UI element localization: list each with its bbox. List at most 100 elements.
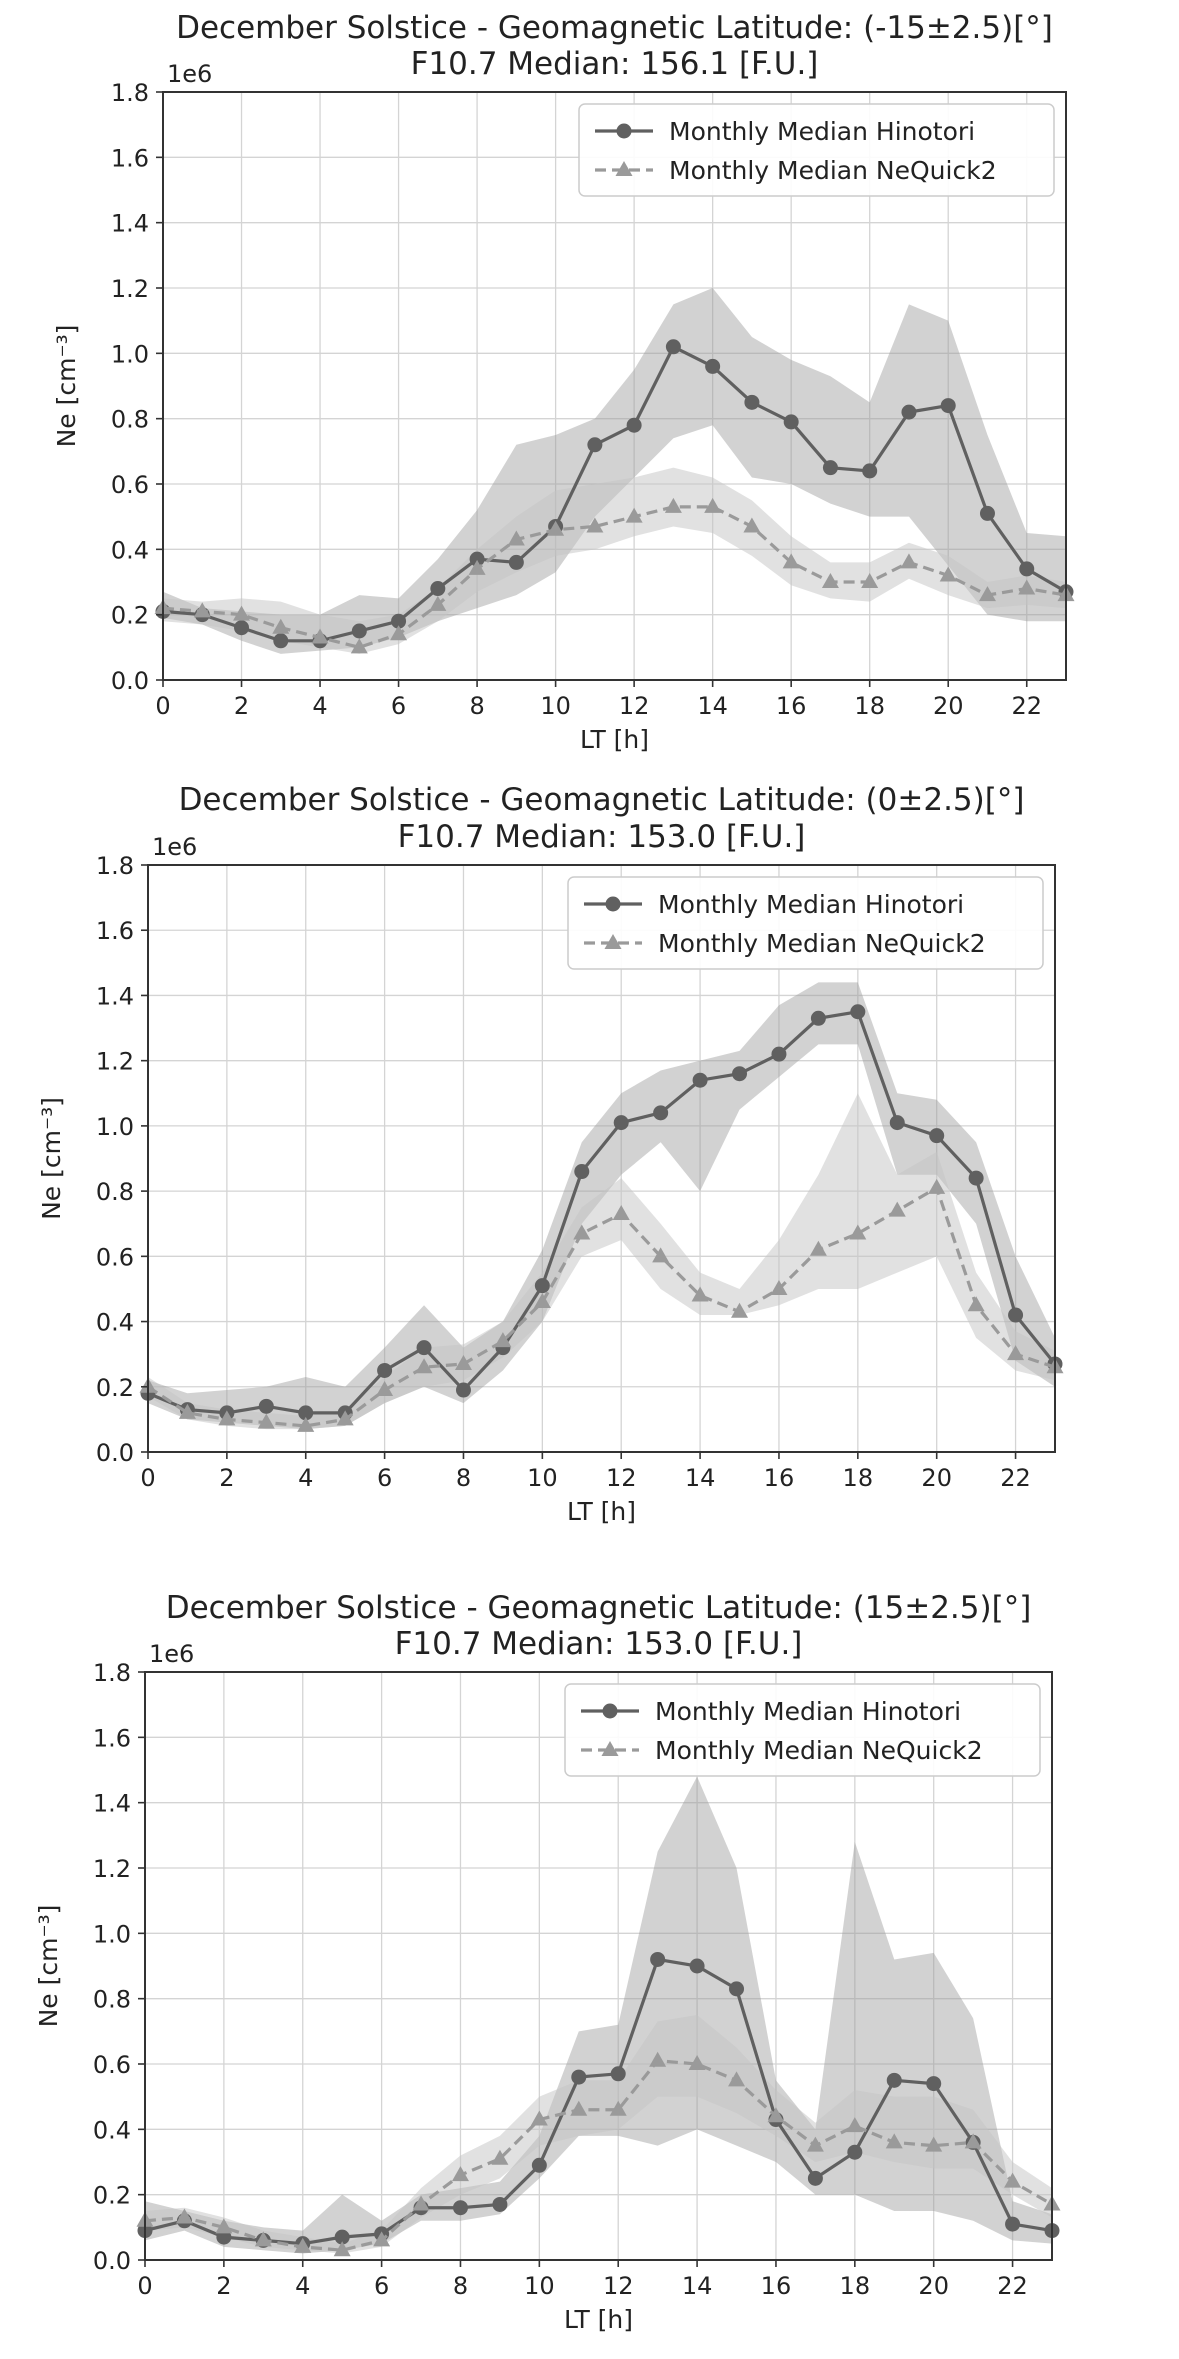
y-tick-label: 1.0 [93, 1920, 131, 1948]
y-tick-label: 1.4 [96, 982, 134, 1010]
chart-panel-2: December Solstice - Geomagnetic Latitude… [37, 782, 1064, 1526]
data-point-nequick2 [1004, 2172, 1022, 2188]
x-tick-label: 20 [918, 2272, 949, 2300]
x-tick-label: 12 [606, 1464, 637, 1492]
y-tick-label: 1.2 [111, 275, 149, 303]
x-tick-label: 14 [697, 692, 728, 720]
data-point-hinotori [610, 2066, 626, 2082]
data-point-nequick2 [376, 1381, 394, 1397]
legend-marker-triangle [604, 934, 622, 949]
data-point-nequick2 [900, 553, 918, 569]
x-tick-label: 2 [216, 2272, 231, 2300]
x-tick-label: 4 [298, 1464, 313, 1492]
x-tick-label: 18 [840, 2272, 871, 2300]
data-point-nequick2 [688, 2055, 706, 2070]
x-tick-label: 6 [374, 2272, 389, 2300]
x-tick-label: 4 [295, 2272, 310, 2300]
data-point-hinotori [626, 417, 642, 433]
legend-label: Monthly Median NeQuick2 [655, 1736, 983, 1765]
y-multiplier-label: 1e6 [152, 833, 197, 861]
data-point-nequick2 [333, 2241, 351, 2257]
data-point-nequick2 [257, 1413, 275, 1429]
x-tick-label: 20 [933, 692, 964, 720]
data-point-nequick2 [178, 1403, 196, 1419]
data-point-nequick2 [530, 2110, 548, 2126]
x-tick-label: 4 [312, 692, 327, 720]
data-point-nequick2 [586, 517, 604, 533]
data-point-nequick2 [649, 2051, 667, 2067]
data-point-nequick2 [691, 1286, 709, 1302]
legend: Monthly Median Hinotori Monthly Median Ne… [567, 876, 1044, 970]
data-point-hinotori [258, 1398, 274, 1414]
data-point-nequick2 [429, 595, 447, 611]
y-tick-label: 1.2 [93, 1855, 131, 1883]
legend: Monthly Median Hinotori Monthly Median Ne… [578, 103, 1055, 197]
y-tick-label: 0.8 [96, 1178, 134, 1206]
x-tick-label: 2 [219, 1464, 234, 1492]
legend-label: Monthly Median Hinotori [655, 1697, 961, 1726]
y-tick-label: 1.6 [111, 144, 149, 172]
data-point-nequick2 [731, 1302, 749, 1318]
data-point-hinotori [771, 1046, 787, 1062]
y-tick-label: 1.2 [96, 1048, 134, 1076]
plot-frame [162, 91, 1067, 681]
y-tick-label: 1.6 [96, 917, 134, 945]
data-point-hinotori [416, 1340, 432, 1356]
x-tick-label: 10 [540, 692, 571, 720]
data-point-nequick2 [652, 1247, 670, 1263]
data-point-hinotori [234, 620, 250, 636]
data-point-hinotori [979, 505, 995, 521]
data-point-hinotori [862, 463, 878, 479]
data-point-nequick2 [570, 2100, 588, 2116]
data-point-hinotori [574, 1164, 590, 1180]
series-band-2 [163, 467, 1066, 654]
data-point-hinotori [1008, 1307, 1024, 1323]
data-point-hinotori [847, 2144, 863, 2160]
legend-label: Monthly Median Hinotori [658, 890, 964, 919]
data-point-hinotori [692, 1072, 708, 1088]
data-point-hinotori [901, 404, 917, 420]
data-point-nequick2 [704, 497, 722, 513]
data-point-hinotori [469, 551, 485, 567]
x-tick-label: 16 [761, 2272, 792, 2300]
x-tick-label: 18 [843, 1464, 874, 1492]
y-tick-label: 0.4 [111, 536, 149, 564]
x-tick-label: 22 [1011, 692, 1042, 720]
legend-label: Monthly Median Hinotori [669, 117, 975, 146]
chart-title: December Solstice - Geomagnetic Latitude… [166, 1590, 1032, 1626]
x-tick-label: 16 [776, 692, 807, 720]
data-point-nequick2 [573, 1224, 591, 1240]
data-point-hinotori [531, 2157, 547, 2173]
x-tick-label: 8 [456, 1464, 471, 1492]
x-tick-label: 10 [527, 1464, 558, 1492]
y-axis-label: Ne [cm⁻³] [52, 325, 81, 448]
data-point-hinotori [391, 613, 407, 629]
data-point-nequick2 [390, 625, 408, 641]
x-tick-label: 8 [469, 692, 484, 720]
data-point-nequick2 [507, 530, 525, 546]
x-tick-label: 16 [764, 1464, 795, 1492]
data-point-nequick2 [1018, 579, 1036, 595]
data-point-hinotori [430, 581, 446, 597]
x-tick-label: 8 [453, 2272, 468, 2300]
data-point-nequick2 [193, 602, 211, 618]
y-tick-label: 1.0 [96, 1113, 134, 1141]
chart-panel-1: December Solstice - Geomagnetic Latitude… [52, 10, 1075, 754]
data-point-hinotori [850, 1004, 866, 1020]
x-axis-label: LT [h] [564, 2305, 633, 2334]
y-tick-label: 1.6 [93, 1724, 131, 1752]
data-point-nequick2 [928, 1178, 946, 1194]
x-axis-label: LT [h] [567, 1497, 636, 1526]
data-point-hinotori [705, 358, 721, 374]
data-point-nequick2 [254, 2231, 272, 2247]
chart-subtitle: F10.7 Median: 156.1 [F.U.] [411, 46, 819, 82]
legend-box [578, 103, 1055, 197]
data-point-hinotori [298, 1405, 314, 1421]
data-point-nequick2 [233, 605, 251, 621]
data-point-nequick2 [849, 1224, 867, 1240]
y-tick-label: 0.8 [111, 406, 149, 434]
x-tick-label: 14 [682, 2272, 713, 2300]
y-tick-label: 1.4 [111, 210, 149, 238]
